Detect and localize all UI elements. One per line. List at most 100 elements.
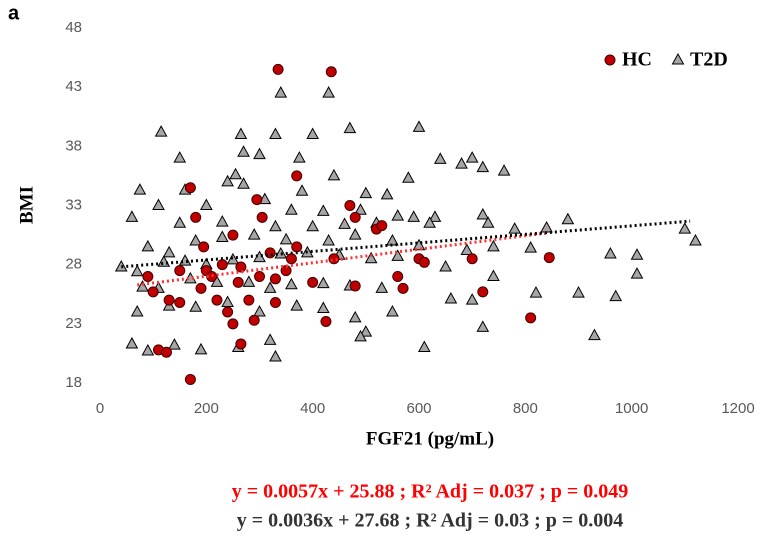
point — [157, 255, 171, 267]
point — [229, 167, 242, 180]
point — [272, 63, 284, 75]
point — [380, 187, 394, 200]
x-tick-label: 800 — [513, 400, 538, 417]
point — [269, 349, 282, 362]
point — [572, 286, 585, 298]
point — [125, 210, 139, 222]
point — [285, 203, 298, 215]
point — [343, 121, 357, 134]
point — [525, 312, 537, 324]
point — [199, 198, 213, 210]
point — [248, 314, 260, 326]
point — [433, 152, 447, 164]
trend-line — [137, 231, 547, 287]
point — [178, 254, 192, 266]
point — [376, 220, 388, 232]
x-tick-label: 0 — [96, 400, 104, 417]
point — [476, 207, 490, 220]
point — [359, 186, 373, 199]
point — [163, 294, 175, 306]
point — [439, 259, 452, 272]
point — [392, 271, 404, 282]
point — [269, 273, 281, 285]
point — [476, 320, 490, 332]
point — [184, 182, 196, 194]
point — [269, 127, 282, 139]
point — [254, 271, 265, 282]
point — [162, 245, 176, 258]
point — [460, 243, 474, 255]
point — [354, 203, 367, 215]
point — [216, 259, 228, 271]
point — [316, 301, 330, 313]
x-tick-label: 400 — [300, 400, 325, 417]
point — [263, 333, 277, 345]
point — [540, 220, 553, 233]
point — [173, 216, 187, 228]
point — [476, 160, 490, 173]
point — [524, 241, 537, 253]
y-axis-label: BMI — [16, 186, 37, 224]
point — [412, 120, 426, 132]
x-tick-label: 200 — [194, 400, 219, 417]
point — [215, 215, 229, 227]
point — [125, 336, 139, 349]
point — [211, 294, 223, 306]
point — [444, 291, 458, 304]
point — [543, 252, 555, 264]
point — [391, 249, 405, 261]
point — [349, 211, 361, 223]
x-tick-label: 1200 — [721, 400, 754, 417]
point — [189, 300, 203, 312]
point — [609, 289, 623, 302]
y-tick-label: 18 — [65, 374, 82, 391]
point — [253, 304, 266, 317]
point — [320, 315, 332, 327]
point — [210, 275, 224, 287]
point — [221, 295, 234, 308]
point — [194, 342, 208, 355]
point — [375, 281, 389, 293]
point — [487, 269, 500, 281]
point — [354, 329, 367, 342]
point — [247, 228, 261, 240]
point — [423, 216, 436, 228]
point — [529, 286, 543, 298]
point — [407, 210, 421, 222]
point — [344, 200, 356, 211]
point — [195, 282, 207, 294]
point — [402, 171, 415, 183]
legend-marker — [671, 52, 685, 65]
point — [256, 211, 268, 223]
point — [327, 168, 341, 181]
panel-label: a — [8, 2, 20, 24]
point — [174, 265, 186, 277]
point — [190, 211, 202, 223]
point — [206, 271, 218, 282]
point — [465, 293, 479, 305]
point — [279, 232, 293, 245]
point — [234, 127, 248, 139]
point — [235, 261, 247, 273]
point — [325, 66, 337, 78]
point — [630, 248, 644, 260]
point — [348, 228, 362, 240]
point — [243, 294, 255, 306]
point — [306, 127, 320, 139]
point — [253, 250, 266, 263]
point — [497, 164, 511, 176]
point — [316, 276, 330, 289]
point — [465, 151, 479, 163]
point — [237, 177, 250, 189]
point — [189, 233, 203, 246]
point — [306, 219, 320, 232]
y-tick-label: 48 — [65, 19, 82, 36]
point — [295, 184, 309, 196]
point — [386, 233, 399, 246]
point — [133, 183, 147, 195]
point — [227, 318, 239, 330]
point — [136, 280, 149, 292]
y-tick-label: 28 — [65, 256, 82, 273]
point — [237, 145, 250, 157]
legend-marker — [604, 54, 616, 66]
